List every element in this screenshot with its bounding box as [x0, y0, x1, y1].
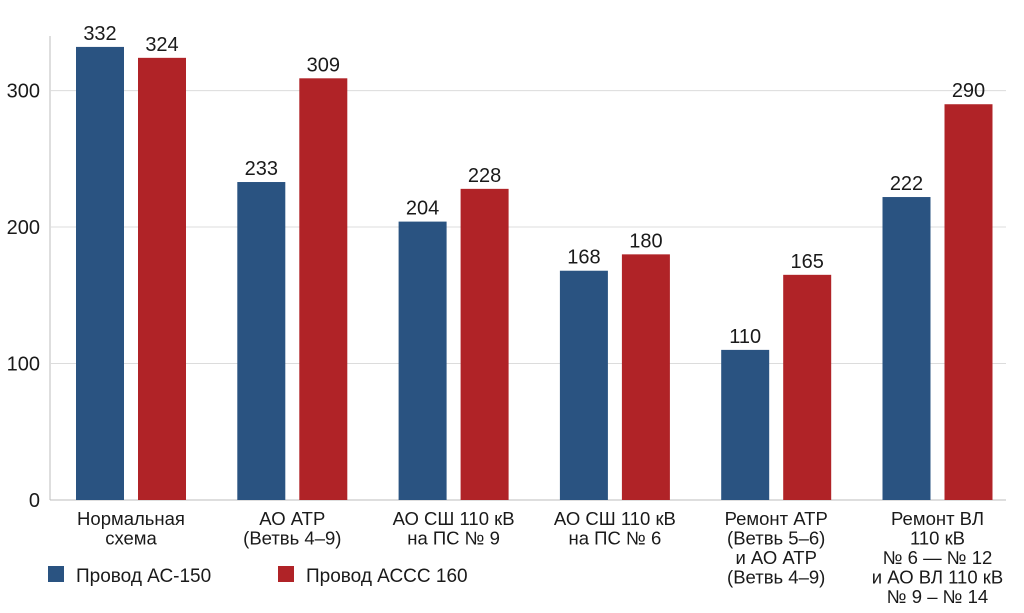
legend-label: Провод АС-150 [76, 566, 211, 587]
bar [882, 197, 931, 501]
x-category-label-line: АО АТР [259, 508, 325, 529]
x-category-label: Нормальная схема [77, 508, 185, 549]
x-category-label-line: № 6 — № 12 [883, 547, 993, 568]
data-label: 110 [729, 326, 761, 348]
x-category-label-line: Нормальная [77, 508, 185, 529]
data-label: 168 [567, 247, 600, 269]
bar [783, 274, 832, 500]
legend: Провод АС-150 Провод АССС 160 [48, 566, 468, 587]
x-category-label-line: и АО АТР [735, 547, 816, 568]
bar [237, 182, 286, 500]
x-category-label-line: (Ветвь 5–6) [727, 528, 825, 549]
bar [621, 254, 670, 500]
bar [299, 78, 348, 501]
bars-layer [76, 46, 993, 501]
y-tick-label: 100 [7, 354, 40, 376]
y-axis: 0 100 200 300 [7, 81, 40, 512]
data-label: 233 [245, 158, 278, 180]
x-category-label-line: схема [105, 528, 157, 549]
legend-swatch [278, 566, 294, 582]
data-label: 222 [890, 173, 923, 195]
grid-layer [49, 36, 1006, 501]
bar [138, 57, 186, 500]
data-label: 180 [629, 230, 662, 252]
legend-swatch [48, 566, 64, 582]
x-category-label-line: Ремонт АТР [725, 508, 828, 529]
x-category-label-line: АО СШ 110 кВ [554, 508, 676, 529]
y-tick-label: 0 [29, 490, 40, 512]
x-category-label-line: (Ветвь 4–9) [727, 567, 825, 588]
x-category-label-line: Ремонт ВЛ [891, 508, 984, 529]
x-category-label-line: на ПС № 6 [569, 528, 662, 549]
data-label: 204 [406, 198, 439, 220]
bar [76, 46, 124, 500]
x-category-label-line: АО СШ 110 кВ [393, 508, 515, 529]
y-tick-label: 300 [7, 81, 40, 103]
bar [398, 221, 447, 500]
x-category-label-line: (Ветвь 4–9) [243, 528, 341, 549]
x-category-label: АО СШ 110 кВ на ПС № 9 [393, 508, 515, 549]
x-category-label-line: № 9 – № 14 [887, 586, 988, 607]
data-label: 324 [145, 34, 178, 56]
x-category-label-line: 110 кВ [910, 528, 965, 549]
data-label: 309 [307, 54, 340, 76]
data-label: 332 [83, 23, 116, 45]
data-label: 290 [952, 80, 985, 102]
x-category-label-line: и АО ВЛ 110 кВ [872, 567, 1003, 588]
bar [460, 188, 509, 501]
bar [944, 104, 993, 500]
x-category-label: Ремонт ВЛ 110 кВ № 6 — № 12 и АО ВЛ 110 кВ №… [872, 508, 1003, 607]
y-tick-label: 200 [7, 217, 40, 239]
x-category-label: Ремонт АТР (Ветвь 5–6) и АО АТР (Ветвь 4–9) [725, 508, 828, 588]
legend-label: Провод АССС 160 [306, 566, 468, 587]
bar [721, 349, 770, 500]
legend-item: Провод АС-150 [48, 566, 211, 587]
x-category-label: АО АТР (Ветвь 4–9) [243, 508, 341, 549]
x-category-label: АО СШ 110 кВ на ПС № 6 [554, 508, 676, 549]
data-labels-layer: 332 324 233 309 204 228 168 180 110 165 222 290 [83, 23, 985, 348]
data-label: 165 [791, 251, 824, 273]
x-category-label-line: на ПС № 9 [407, 528, 500, 549]
bar [559, 270, 608, 500]
data-label: 228 [468, 165, 501, 187]
legend-item: Провод АССС 160 [278, 566, 468, 587]
